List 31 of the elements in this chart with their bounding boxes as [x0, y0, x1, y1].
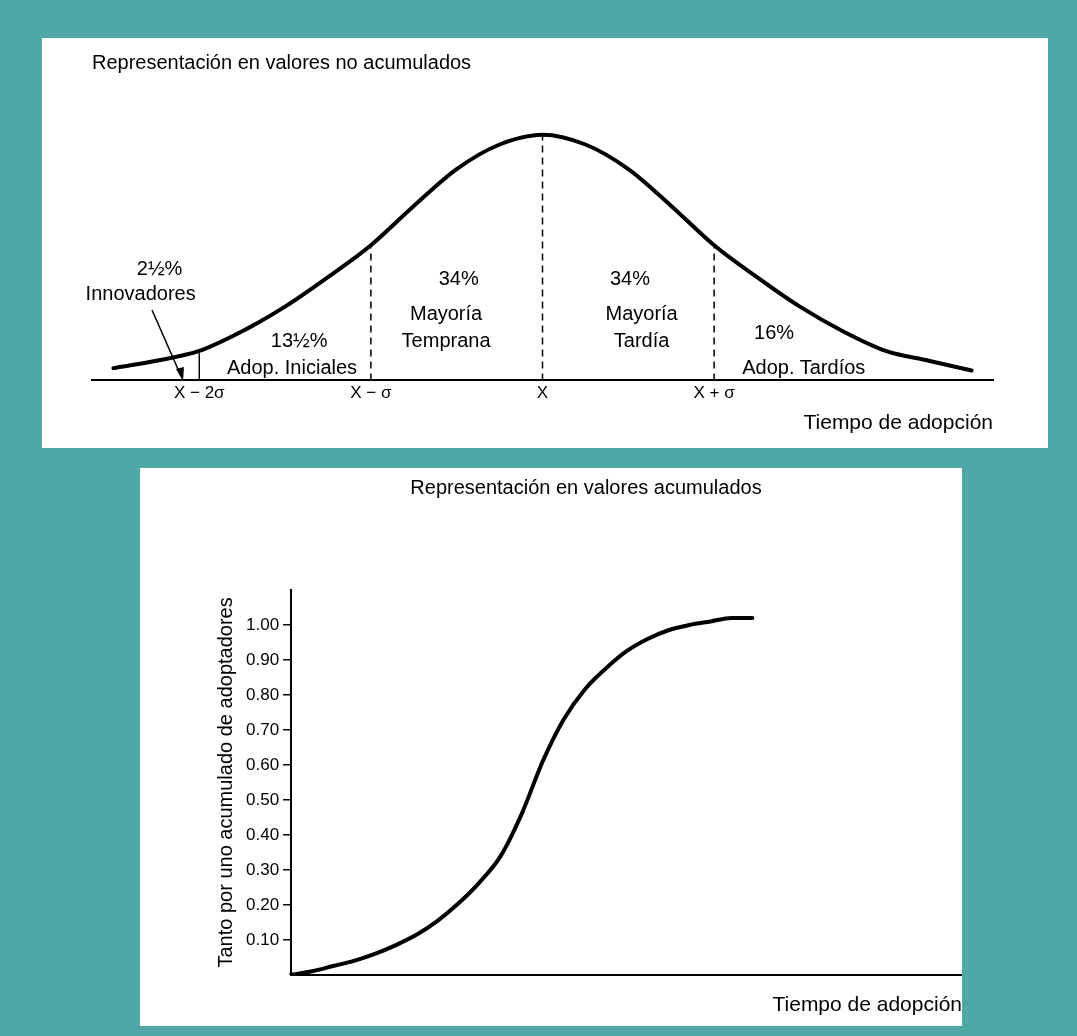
annotation: Adop. Iniciales	[226, 355, 358, 378]
x-axis-title: Tiempo de adopción	[803, 410, 993, 434]
annotation: Mayoría	[409, 301, 484, 324]
annotation: Innovadores	[85, 281, 196, 304]
y-tick-label: 0.60	[245, 754, 280, 774]
y-tick-label: 0.50	[245, 789, 280, 809]
y-tick-label: 0.20	[245, 894, 280, 914]
y-tick-label: 0.70	[245, 719, 280, 739]
y-tick-label: 0.40	[245, 824, 280, 844]
annotation: Temprana	[401, 328, 492, 351]
x-tick-label: X + σ	[693, 383, 736, 403]
y-tick-label: 0.80	[245, 684, 280, 704]
chart-title: Representación en valores acumulados	[410, 475, 762, 498]
y-tick-label: 0.30	[245, 859, 280, 879]
annotation: Adop. Tardíos	[742, 355, 866, 378]
annotation: Mayoría	[605, 301, 679, 324]
chart-title: Representación en valores no acumulados	[92, 50, 472, 73]
x-axis-title: Tiempo de adopción	[772, 992, 962, 1016]
x-tick-label: X − 2σ	[173, 383, 226, 403]
annotation: 34%	[609, 267, 651, 290]
y-tick-label: 1.00	[245, 614, 280, 634]
annotation: 34%	[438, 267, 479, 290]
annotation: 2½%	[136, 257, 183, 280]
y-tick-label: 0.90	[245, 649, 280, 669]
annotation: Tardía	[613, 328, 671, 351]
x-tick-label: X − σ	[350, 383, 392, 403]
annotation: 16%	[754, 321, 795, 344]
annotation: 13½%	[270, 328, 328, 351]
y-axis-title: Tanto por uno acumulado de adoptadores	[213, 597, 236, 968]
x-tick-label: X	[536, 383, 549, 403]
y-tick-label: 0.10	[245, 929, 280, 949]
